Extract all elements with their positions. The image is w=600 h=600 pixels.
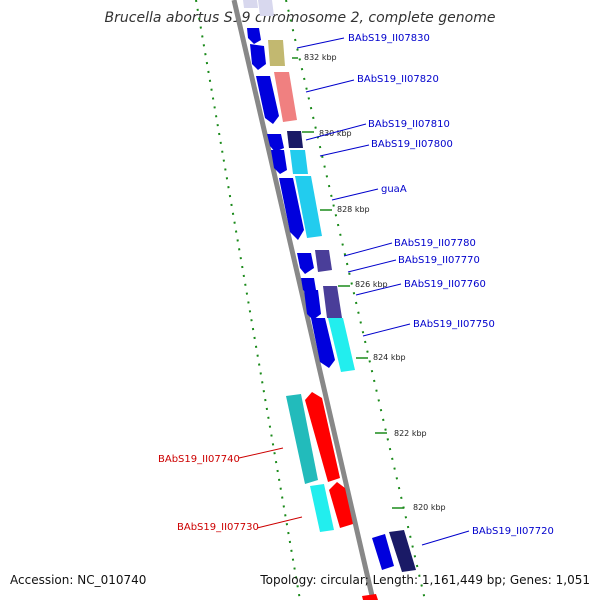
gene-block-top-c (247, 28, 261, 44)
gene-block-07740-strand (305, 392, 340, 482)
gene-block-top-b (258, 0, 274, 16)
tick-label: 830 kbp (319, 129, 352, 138)
gene-label: BAbS19_II07730 (177, 522, 259, 533)
gene-label: BAbS19_II07780 (394, 238, 476, 249)
gene-block-07750-strand (311, 318, 335, 368)
gene-block-guaA-cog (295, 176, 322, 238)
gene-block-guaA-strand (279, 178, 304, 240)
gene-block-07760-cog (323, 286, 342, 318)
gene-block-07830-cog (268, 40, 285, 66)
gene-block-07780-strand (297, 253, 314, 274)
tick-labels: 832 kbp 830 kbp 828 kbp 826 kbp 824 kbp … (304, 53, 446, 512)
gene-label: BAbS19_II07720 (472, 526, 554, 537)
topology-text: Topology: circular; Length: 1,161,449 bp… (260, 573, 590, 587)
tick-label: 832 kbp (304, 53, 337, 62)
gene-block-07810-cog (287, 131, 303, 148)
gene-block-07780-cog (315, 250, 332, 272)
gene-block-07720-strand-b (389, 530, 416, 572)
gene-block-07740-cog (286, 394, 318, 484)
tick-label: 822 kbp (394, 429, 427, 438)
gene-label: guaA (381, 184, 407, 195)
gene-block-07820-cog (274, 72, 297, 122)
map-title: Brucella abortus S19 chromosome 2, compl… (104, 10, 496, 26)
gene-block-top-a (243, 0, 258, 8)
gene-block-07800-strand (271, 150, 287, 174)
tick-label: 826 kbp (355, 280, 388, 289)
gene-label: BAbS19_II07830 (348, 33, 430, 44)
tick-marks (292, 57, 404, 509)
gene-block-07810-strand (267, 134, 284, 152)
leader-lines (238, 37, 470, 546)
tick-label: 828 kbp (337, 205, 370, 214)
gene-block-07800-cog (290, 150, 308, 174)
gene-label: BAbS19_II07810 (368, 119, 450, 130)
gene-block-07730-strand (329, 482, 353, 528)
gene-block-bottom (362, 594, 378, 600)
gene-label: BAbS19_II07760 (404, 279, 486, 290)
gene-block-07760-strand (304, 290, 321, 320)
gene-label: BAbS19_II07770 (398, 255, 480, 266)
gene-labels: BAbS19_II07830 BAbS19_II07820 BAbS19_II0… (158, 33, 554, 537)
gene-block-07720-strand-a (372, 534, 394, 570)
gene-label: BAbS19_II07750 (413, 319, 495, 330)
gene-block-07730-cog (310, 484, 334, 532)
tick-label: 820 kbp (413, 503, 446, 512)
genome-backbone (231, 0, 376, 600)
feature-blocks (243, 0, 416, 600)
gene-block-07820-strand (256, 76, 279, 124)
gene-label: BAbS19_II07740 (158, 454, 240, 465)
accession-text: Accession: NC_010740 (10, 573, 147, 587)
gene-block-07750-cog (328, 318, 355, 372)
tick-label: 824 kbp (373, 353, 406, 362)
gene-label: BAbS19_II07800 (371, 139, 453, 150)
gene-label: BAbS19_II07820 (357, 74, 439, 85)
gene-block-07830-strand (250, 44, 266, 70)
